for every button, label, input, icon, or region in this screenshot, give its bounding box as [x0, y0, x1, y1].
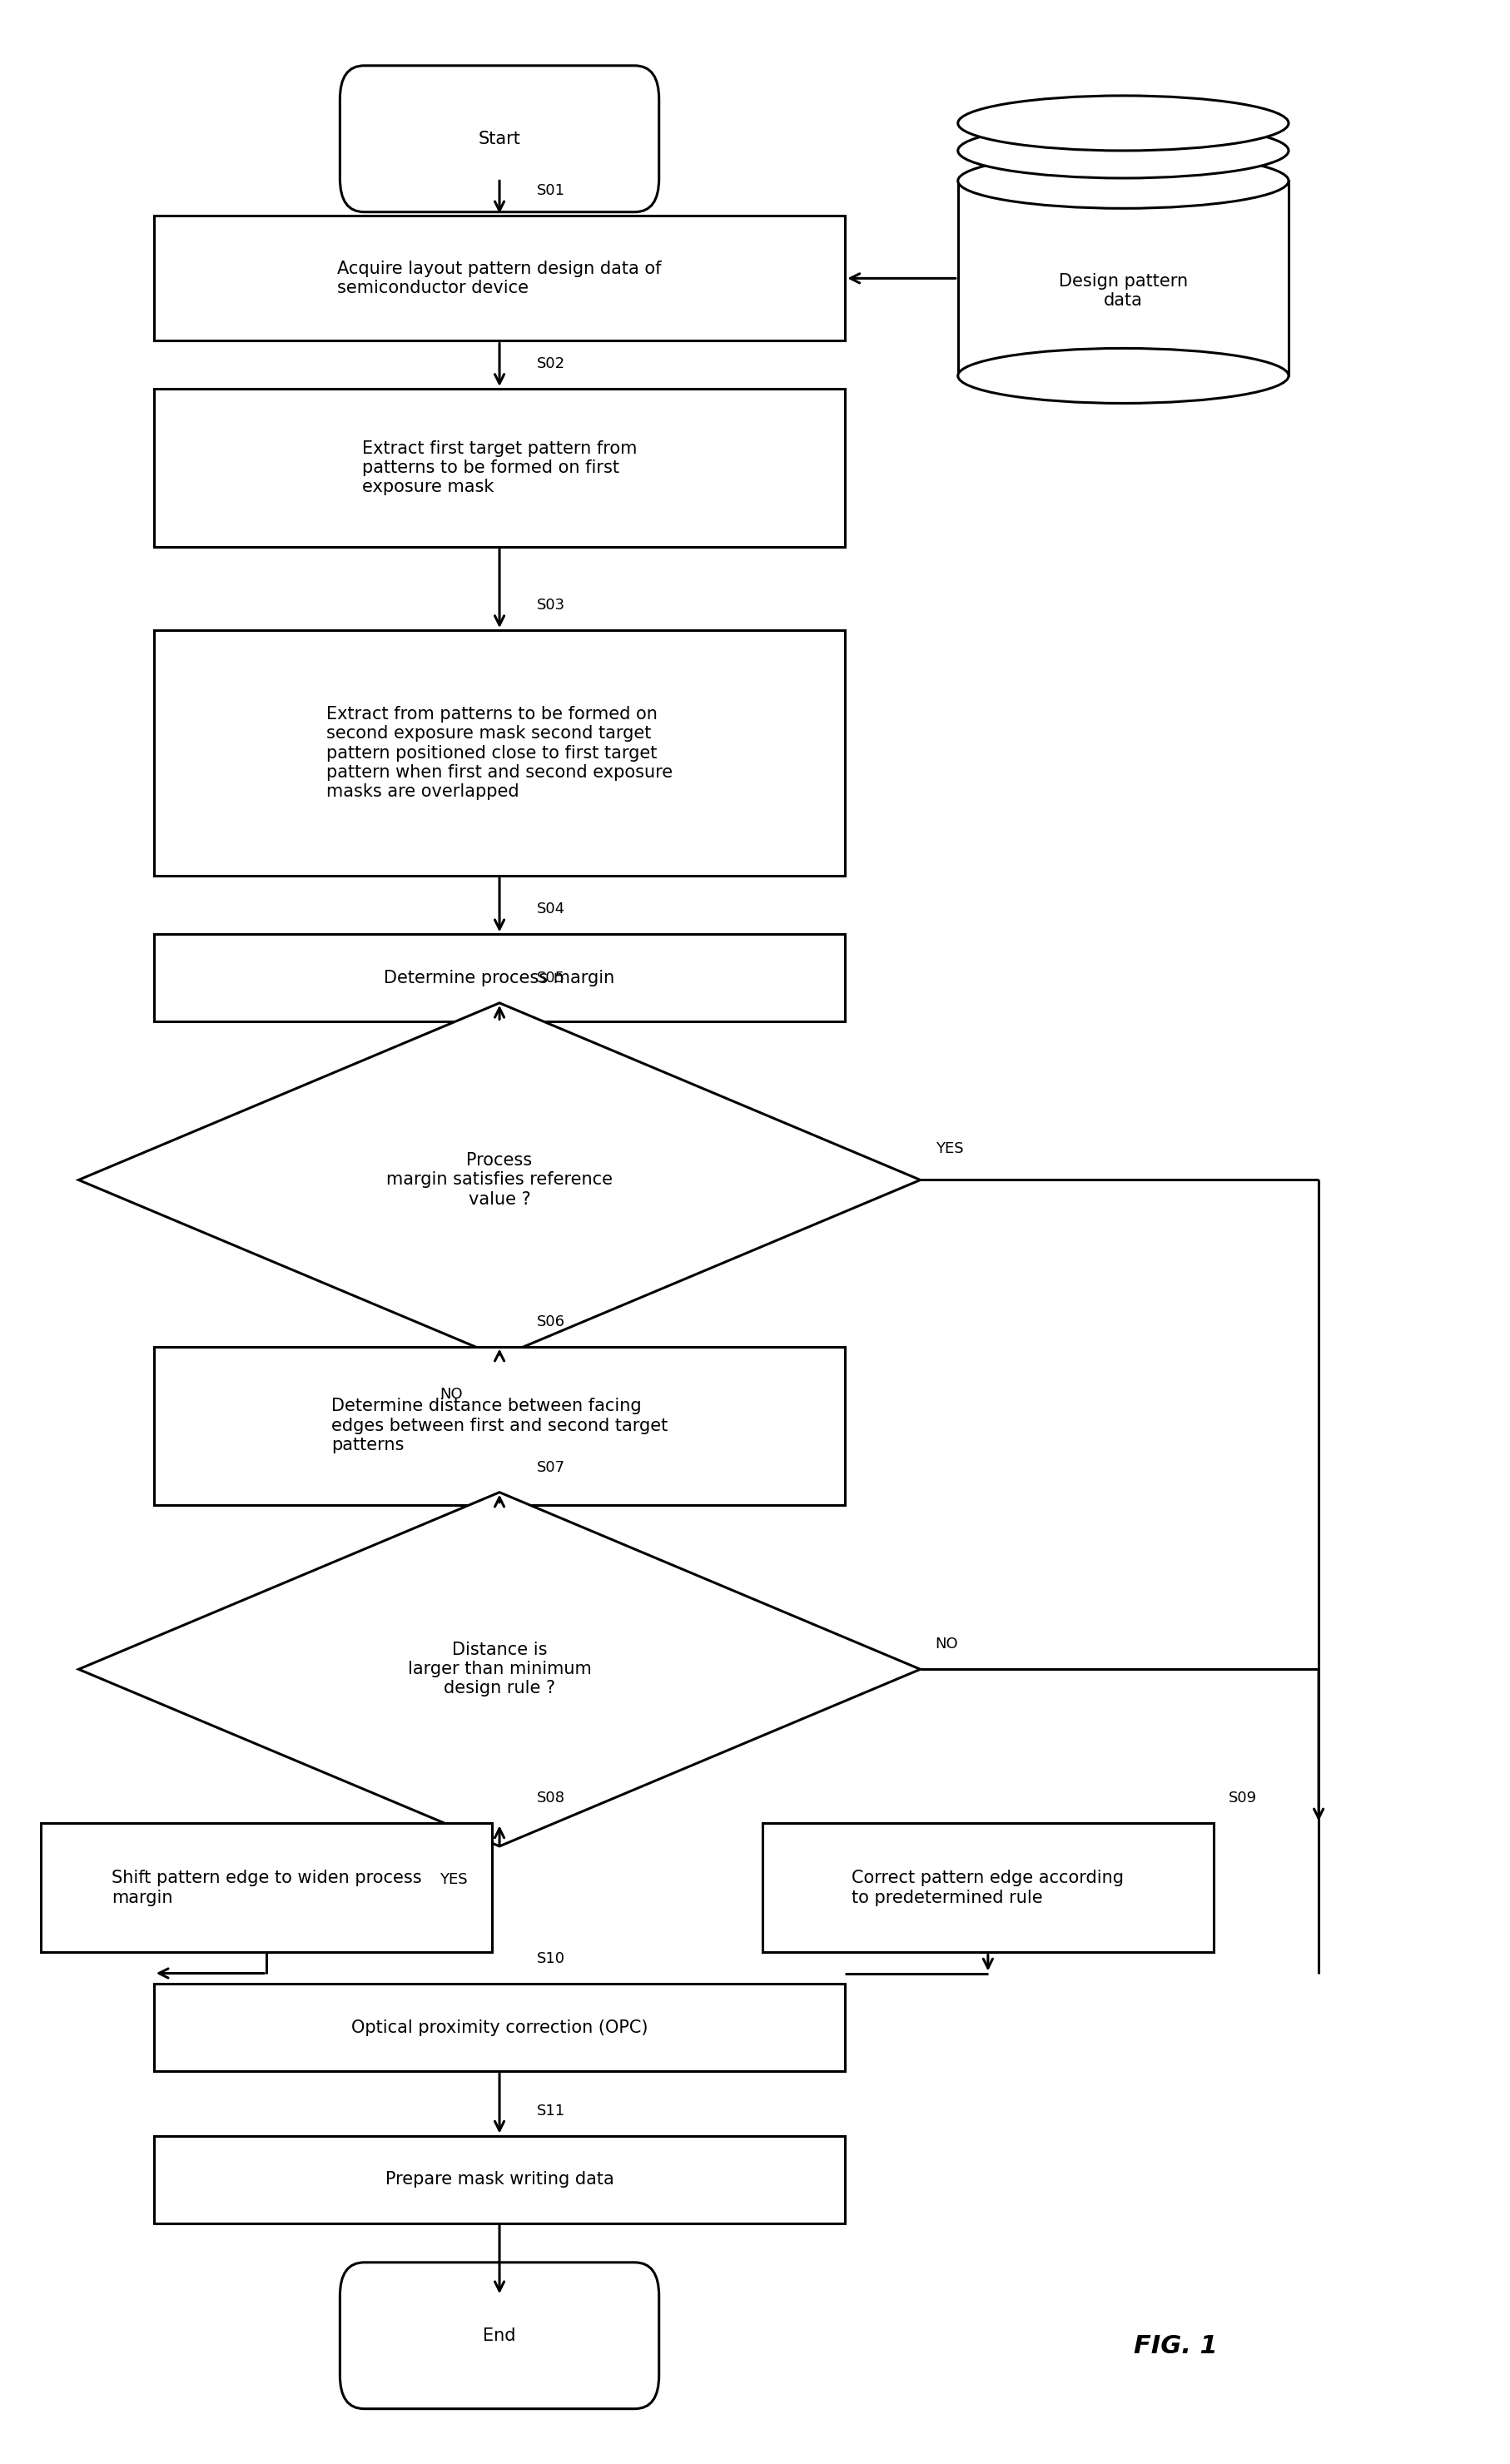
Bar: [154, 217, 846, 340]
Bar: [154, 2136, 846, 2223]
Text: Prepare mask writing data: Prepare mask writing data: [385, 2171, 615, 2188]
Bar: [154, 1345, 846, 1506]
Text: S11: S11: [538, 2104, 565, 2119]
Text: S10: S10: [538, 1951, 565, 1966]
Text: S01: S01: [538, 182, 565, 200]
Bar: [154, 631, 846, 875]
Text: Optical proximity correction (OPC): Optical proximity correction (OPC): [352, 2018, 648, 2035]
Ellipse shape: [957, 153, 1288, 209]
Text: YES: YES: [439, 1873, 468, 1887]
Text: Acquire layout pattern design data of
semiconductor device: Acquire layout pattern design data of se…: [337, 261, 661, 296]
Ellipse shape: [957, 347, 1288, 404]
Text: End: End: [483, 2328, 516, 2343]
Text: Distance is
larger than minimum
design rule ?: Distance is larger than minimum design r…: [408, 1641, 592, 1698]
Text: Determine process margin: Determine process margin: [384, 971, 615, 986]
Text: Shift pattern edge to widen process
margin: Shift pattern edge to widen process marg…: [112, 1870, 421, 1905]
Text: Extract from patterns to be formed on
second exposure mask second target
pattern: Extract from patterns to be formed on se…: [326, 707, 672, 801]
Text: S02: S02: [538, 357, 565, 372]
Ellipse shape: [957, 96, 1288, 150]
Text: S07: S07: [538, 1459, 565, 1476]
Text: S04: S04: [538, 902, 565, 917]
Polygon shape: [79, 1493, 920, 1846]
Text: NO: NO: [935, 1636, 959, 1651]
Text: S09: S09: [1229, 1791, 1256, 1806]
Bar: [154, 389, 846, 547]
FancyBboxPatch shape: [340, 2262, 658, 2410]
Text: NO: NO: [439, 1387, 462, 1402]
FancyBboxPatch shape: [340, 67, 658, 212]
Text: YES: YES: [935, 1141, 963, 1156]
Text: S05: S05: [538, 971, 565, 986]
Bar: [154, 1984, 846, 2072]
Text: Design pattern
data: Design pattern data: [1059, 274, 1188, 308]
Text: Determine distance between facing
edges between first and second target
patterns: Determine distance between facing edges …: [331, 1397, 667, 1454]
Bar: [763, 1823, 1214, 1951]
Text: S03: S03: [538, 599, 565, 614]
Text: Correct pattern edge according
to predetermined rule: Correct pattern edge according to predet…: [852, 1870, 1123, 1905]
Text: S06: S06: [538, 1313, 565, 1328]
Text: Start: Start: [479, 131, 521, 148]
Text: FIG. 1: FIG. 1: [1134, 2333, 1217, 2358]
Text: Process
margin satisfies reference
value ?: Process margin satisfies reference value…: [387, 1153, 613, 1207]
Bar: [41, 1823, 492, 1951]
Ellipse shape: [957, 123, 1288, 177]
Text: S08: S08: [538, 1791, 565, 1806]
Text: Extract first target pattern from
patterns to be formed on first
exposure mask: Extract first target pattern from patter…: [362, 441, 637, 495]
Bar: [154, 934, 846, 1023]
Polygon shape: [79, 1003, 920, 1358]
